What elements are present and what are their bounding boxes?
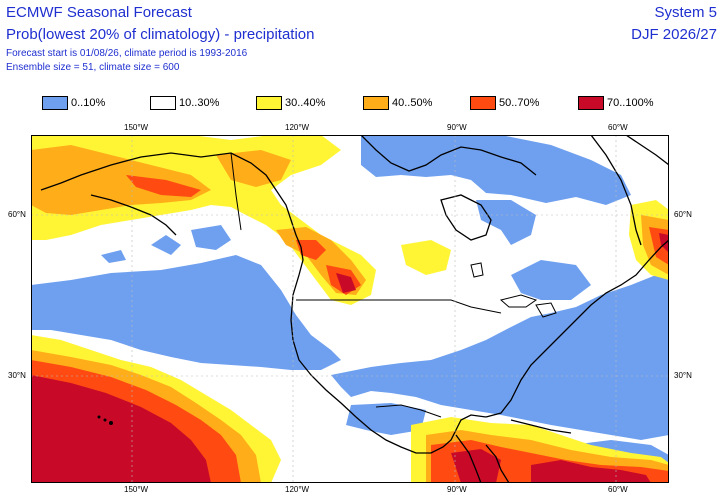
legend-swatch-30-40 bbox=[256, 96, 282, 110]
legend-item-30-40: 30..40% bbox=[256, 95, 325, 111]
forecast-info: Forecast start is 01/08/26, climate peri… bbox=[6, 48, 248, 59]
legend-item-10-30: 10..30% bbox=[150, 95, 219, 111]
legend-item-70-100: 70..100% bbox=[578, 95, 653, 111]
legend-swatch-70-100 bbox=[578, 96, 604, 110]
legend-swatch-10-30 bbox=[150, 96, 176, 110]
lat-tick-right-30n: 30°N bbox=[674, 371, 692, 380]
legend-item-0-10: 0..10% bbox=[42, 95, 105, 111]
lon-tick-top-120w: 120°W bbox=[285, 123, 310, 132]
lon-tick-bottom-60w: 60°W bbox=[608, 485, 628, 494]
great-lakes bbox=[470, 262, 557, 318]
legend-label-70-100: 70..100% bbox=[607, 97, 654, 109]
legend-label-30-40: 30..40% bbox=[285, 97, 326, 109]
legend-swatch-50-70 bbox=[470, 96, 496, 110]
borders bbox=[230, 152, 502, 418]
lon-tick-top-60w: 60°W bbox=[608, 123, 628, 132]
page-title: ECMWF Seasonal Forecast bbox=[6, 4, 192, 21]
legend: 0..10% 10..30% 30..40% 40..50% 50..70% 7… bbox=[0, 95, 725, 111]
lon-tick-bottom-150w: 150°W bbox=[124, 485, 149, 494]
hawaii-islands bbox=[97, 415, 113, 425]
ensemble-info: Ensemble size = 51, climate size = 600 bbox=[6, 62, 180, 73]
legend-swatch-40-50 bbox=[363, 96, 389, 110]
legend-label-50-70: 50..70% bbox=[499, 97, 540, 109]
legend-item-50-70: 50..70% bbox=[470, 95, 539, 111]
lon-tick-top-90w: 90°W bbox=[447, 123, 467, 132]
legend-label-10-30: 10..30% bbox=[179, 97, 220, 109]
legend-label-0-10: 0..10% bbox=[71, 97, 106, 109]
system-label: System 5 bbox=[654, 4, 717, 21]
lon-tick-bottom-90w: 90°W bbox=[447, 485, 467, 494]
coastlines bbox=[40, 135, 669, 483]
lon-tick-bottom-120w: 120°W bbox=[285, 485, 310, 494]
prob-70-100-areas bbox=[31, 233, 669, 483]
legend-label-40-50: 40..50% bbox=[392, 97, 433, 109]
map-frame bbox=[31, 135, 669, 483]
legend-item-40-50: 40..50% bbox=[363, 95, 432, 111]
lat-tick-left-30n: 30°N bbox=[8, 371, 26, 380]
season-label: DJF 2026/27 bbox=[631, 26, 717, 43]
legend-swatch-0-10 bbox=[42, 96, 68, 110]
lon-tick-top-150w: 150°W bbox=[124, 123, 149, 132]
graticule bbox=[31, 135, 669, 483]
probability-map bbox=[31, 135, 669, 483]
lat-tick-left-60n: 60°N bbox=[8, 210, 26, 219]
page-subtitle: Prob(lowest 20% of climatology) - precip… bbox=[6, 26, 315, 43]
lat-tick-right-60n: 60°N bbox=[674, 210, 692, 219]
